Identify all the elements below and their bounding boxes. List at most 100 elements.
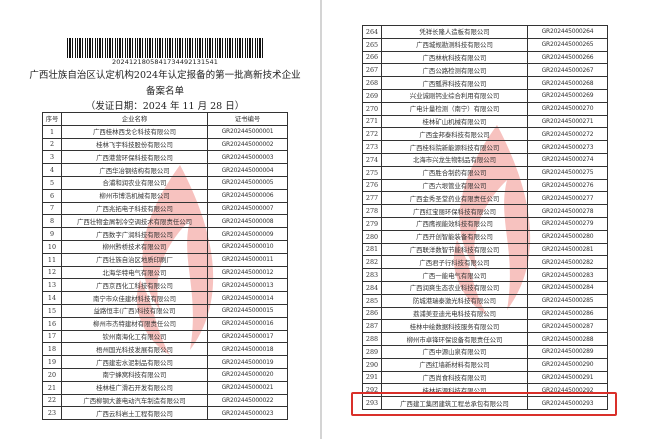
certificate-number: GR202445000282 [527, 255, 608, 270]
certificate-number: GR202445000006 [207, 188, 288, 203]
table-row: 265 广西城规勘测科技有限公司 GR202445000265 [362, 37, 608, 52]
certificate-number: GR202445000277 [527, 191, 608, 206]
company-name: 广西开创智能装备有限公司 [381, 229, 528, 244]
table-row: 271 桂林矿山机械有限公司 GR202445000271 [362, 114, 608, 129]
table-row: 17 钦州南海化工有限公司 GR202445000017 [42, 329, 288, 344]
certificate-number: GR202445000004 [207, 163, 288, 177]
company-name: 南宁市众佳建材科技有限公司 [61, 291, 208, 305]
company-name: 广西联洋数智节能科技有限公司 [381, 242, 528, 257]
certificate-number: GR202445000289 [527, 344, 608, 359]
table-row: 291 广西尚食科技有限公司 GR202445000291 [362, 370, 608, 385]
row-number: 291 [362, 370, 382, 385]
company-name: 柳州市卓锋环保设备有限责任公司 [381, 332, 528, 346]
certificate-number: GR202445000022 [207, 393, 288, 408]
company-name: 广西一能电气有限公司 [381, 268, 528, 282]
certificate-number-header: 证书编号 [207, 112, 288, 126]
row-number: 265 [362, 37, 382, 52]
company-name: 桂林矿山机械有限公司 [381, 114, 528, 129]
table-row: 18 梧州国光科技发展有限公司 GR202445000018 [42, 342, 288, 357]
company-name: 柳州市杰特建材有限责任公司 [61, 316, 208, 331]
row-number: 275 [362, 165, 382, 180]
row-number: 12 [42, 265, 62, 280]
certificate-number: GR202445000283 [527, 268, 608, 282]
company-name: 广西桂林西戈仑科技有限公司 [61, 124, 208, 139]
table-row: 12 北海华特电气有限公司 GR202445000012 [42, 265, 288, 280]
company-name: 广西桂科院新能源科技有限公司 [381, 140, 528, 154]
row-number: 264 [362, 25, 382, 39]
row-number: 274 [362, 152, 382, 167]
certificate-number: GR202445000007 [207, 201, 288, 216]
company-name: 广西京西化工科技有限公司 [61, 278, 208, 293]
certificate-number: GR202445000269 [527, 88, 608, 103]
row-number: 270 [362, 101, 382, 116]
row-number: 14 [42, 291, 62, 305]
barcode-number: 20241218058417344921315​41 [112, 58, 218, 66]
row-number: 281 [362, 242, 382, 257]
company-name: 广西君子行科技有限公司 [381, 255, 528, 270]
company-name: 广西金秀圣堂药业有限责任公司 [381, 191, 528, 206]
row-number: 287 [362, 319, 382, 334]
certificate-number: GR202445000003 [207, 150, 288, 165]
row-number: 278 [362, 204, 382, 218]
table-row: 284 广西润爽生态农业科技有限公司 GR202445000284 [362, 280, 608, 295]
company-name: 合浦和润农业有限公司 [61, 175, 208, 190]
row-number: 18 [42, 342, 62, 357]
row-number: 285 [362, 293, 382, 308]
row-number: 267 [362, 63, 382, 78]
table-row: 10 柳州黔桥技术有限公司 GR202445000010 [42, 239, 288, 254]
table-row: 9 广西数字广润科技有限公司 GR202445000009 [42, 227, 288, 241]
row-number: 22 [42, 393, 62, 408]
table-row: 1 广西桂林西戈仑科技有限公司 GR202445000001 [42, 124, 288, 139]
certificate-number: GR202445000265 [527, 37, 608, 52]
row-number: 8 [42, 214, 62, 229]
company-name: 桂林桂广滑石开发有限公司 [61, 380, 208, 395]
table-row: 287 桂林中绘数据科技服务有限公司 GR202445000287 [362, 319, 608, 334]
row-number: 266 [362, 50, 382, 65]
company-name: 防城港瑞泰激光科技有限公司 [381, 293, 528, 308]
document-title: 广西壮族自治区认定机构2024年认定报备的第一批高新技术企业 [29, 70, 301, 81]
certificate-number: GR202445000271 [527, 114, 608, 129]
company-name: 广西云科岩土工程有限公司 [61, 406, 208, 421]
row-number: 3 [42, 150, 62, 165]
row-number: 276 [362, 178, 382, 193]
company-name: 北海市兴龙生物制品有限公司 [381, 152, 528, 167]
row-number: 282 [362, 255, 382, 270]
company-name: 广西数字广润科技有限公司 [61, 227, 208, 241]
table-row: 267 广西公路检测有限公司 GR202445000267 [362, 63, 608, 78]
row-number: 273 [362, 140, 382, 154]
table-row: 5 合浦和润农业有限公司 GR202445000005 [42, 175, 288, 190]
company-name: 广西鹰视能效科技有限公司 [381, 216, 528, 231]
certificate-number: GR202445000287 [527, 319, 608, 334]
issue-date: （发证日期：2024 年 11 月 28 日） [85, 101, 245, 112]
row-number: 21 [42, 380, 62, 395]
row-number: 1 [42, 124, 62, 139]
document-page-right: 264 凭祥长隆人造板有限公司 GR202445000264 265 广西城规勘测科技有… [322, 0, 650, 439]
table-row: 274 北海市兴龙生物制品有限公司 GR202445000274 [362, 152, 608, 167]
row-number: 9 [42, 227, 62, 241]
certificate-number: GR202445000285 [527, 293, 608, 308]
row-number: 2 [42, 137, 62, 152]
table-row: 13 广西京西化工科技有限公司 GR202445000013 [42, 278, 288, 293]
company-name: 广西公路检测有限公司 [381, 63, 528, 78]
row-number: 279 [362, 216, 382, 231]
row-number: 289 [362, 344, 382, 359]
table-row: 270 广电计量检测（南宁）有限公司 GR202445000270 [362, 101, 608, 116]
row-number: 17 [42, 329, 62, 344]
table-header-row: 序号 企业名称 证书编号 [42, 112, 288, 126]
row-number: 288 [362, 332, 382, 346]
company-name: 广西尚食科技有限公司 [381, 370, 528, 385]
table-row: 19 广西建宏水泥制品有限公司 GR202445000019 [42, 355, 288, 369]
table-row: 3 广西港营环保科技有限公司 GR202445000003 [42, 150, 288, 165]
company-name: 梧州国光科技发展有限公司 [61, 342, 208, 357]
certificate-number: GR202445000016 [207, 316, 288, 331]
certificate-number: GR202445000001 [207, 124, 288, 139]
certificate-number: GR202445000002 [207, 137, 288, 152]
table-row: 22 广西柳钢大菱电动汽车制造有限公司 GR202445000022 [42, 393, 288, 408]
row-number: 5 [42, 175, 62, 190]
enterprise-table-left: 序号 企业名称 证书编号 1 广西桂林西戈仑科技有限公司 GR202445000001 2 桂… [42, 112, 288, 421]
certificate-number: GR202445000281 [527, 242, 608, 257]
document-subtitle: 备案名单 [145, 86, 184, 97]
certificate-number: GR202445000291 [527, 370, 608, 385]
row-number: 293 [362, 396, 382, 410]
table-row: 8 广西壮物金屑制冷空调技术有限责任公司 GR202445000008 [42, 214, 288, 229]
